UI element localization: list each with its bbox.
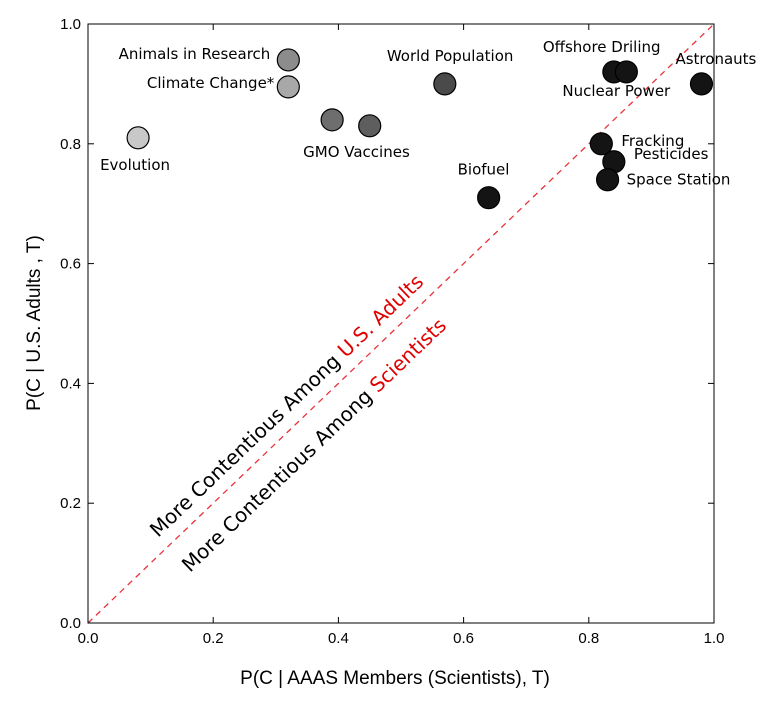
- y-tick-label: 0.2: [60, 495, 81, 512]
- x-tick-label: 1.0: [704, 630, 725, 647]
- point-astronauts: [689, 72, 714, 96]
- x-tick-label: 0.2: [203, 630, 224, 647]
- x-tick-label: 0.8: [578, 630, 599, 647]
- point-space-station: [595, 168, 620, 192]
- y-tick-label: 0.6: [60, 256, 81, 273]
- point-label-gmo-vaccines: GMO Vaccines: [303, 143, 410, 161]
- y-tick-label: 1.0: [60, 16, 81, 33]
- point-label-pesticides: Pesticides: [634, 145, 709, 163]
- point-label-biofuel: Biofuel: [458, 161, 510, 179]
- point-world-population: [433, 72, 457, 96]
- point-label-climate-change: Climate Change*: [147, 74, 275, 92]
- point-label-nuclear-power: Nuclear Power: [562, 82, 671, 100]
- point-unlabeled-4: [358, 114, 382, 138]
- x-tick-label: 0.4: [328, 630, 349, 647]
- point-biofuel: [477, 186, 501, 210]
- y-tick-label: 0.4: [60, 375, 81, 392]
- point-label-fracking: Fracking: [621, 132, 684, 150]
- y-tick-label: 0.0: [60, 615, 81, 632]
- point-label-space-station: Space Station: [627, 171, 731, 189]
- y-axis-title: P(C | U.S. Adults , T): [24, 235, 45, 411]
- x-axis-title: P(C | AAAS Members (Scientists), T): [240, 668, 550, 689]
- point-label-world-population: World Population: [387, 47, 514, 65]
- annotation-contentious-adults: More Contentious Among U.S. Adults: [145, 269, 428, 541]
- point-fracking: [589, 132, 613, 156]
- plot-frame: [87, 23, 715, 624]
- x-tick-label: 0.6: [453, 630, 474, 647]
- point-label-evolution: Evolution: [100, 156, 170, 174]
- data-points: [126, 48, 714, 210]
- axis-ticks: 0.0 0.2 0.4 0.6 0.8 1.0 0.0 0.2 0.4 0.6 0.8 1.0: [60, 16, 724, 647]
- point-animals-in-research: [276, 48, 300, 72]
- diagonal-reference-line: [87, 23, 715, 624]
- annotation-contentious-scientists: More Contentious Among Scientists: [177, 313, 451, 576]
- point-evolution: [126, 126, 150, 150]
- point-label-offshore-driling: Offshore Driling: [543, 38, 661, 56]
- point-label-animals-in-research: Animals in Research: [119, 45, 271, 63]
- x-tick-label: 0.0: [78, 630, 99, 647]
- point-climate-change: [276, 75, 300, 99]
- point-nuclear-power: [614, 60, 638, 84]
- point-label-astronauts: Astronauts: [675, 50, 756, 68]
- point-gmo-vaccines: [320, 108, 344, 132]
- y-tick-label: 0.8: [60, 136, 81, 153]
- point-labels: Evolution Animals in Research Climate Chan…: [100, 38, 756, 189]
